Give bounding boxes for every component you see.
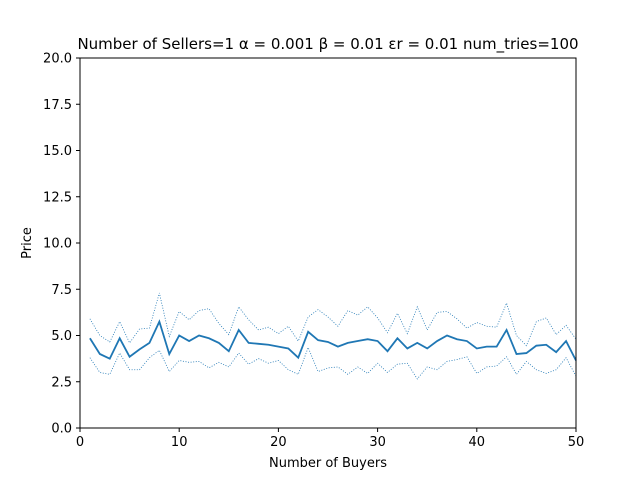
plot-lines	[89, 292, 577, 380]
y-tick-label: 2.5	[51, 375, 72, 390]
x-axis-ticks: 0 10 20 30 40 50	[76, 428, 584, 450]
x-tick-label: 10	[171, 435, 188, 450]
upper-bound-line	[89, 292, 577, 347]
y-tick-label: 12.5	[43, 190, 72, 205]
x-tick-label: 0	[76, 435, 84, 450]
mean-price-line	[89, 319, 577, 361]
chart-title: Number of Sellers=1 α = 0.001 β = 0.01 ε…	[77, 35, 578, 54]
y-axis-label: Price	[20, 227, 35, 259]
x-tick-label: 30	[369, 435, 386, 450]
y-tick-label: 7.5	[51, 283, 72, 298]
y-tick-label: 17.5	[43, 98, 72, 113]
y-tick-label: 15.0	[43, 144, 72, 159]
y-axis-ticks: 0.0 2.5 5.0 7.5 10.0 12.5 15.0 17.5 20.0	[43, 52, 80, 437]
y-tick-label: 5.0	[51, 329, 72, 344]
x-tick-label: 20	[270, 435, 287, 450]
y-tick-label: 0.0	[51, 422, 72, 437]
x-tick-label: 50	[568, 435, 585, 450]
y-tick-label: 10.0	[43, 237, 72, 252]
plot-area-frame	[79, 57, 577, 429]
lower-bound-line	[89, 346, 577, 380]
y-tick-label: 20.0	[43, 52, 72, 67]
x-tick-label: 40	[469, 435, 486, 450]
x-axis-label: Number of Buyers	[269, 456, 387, 471]
